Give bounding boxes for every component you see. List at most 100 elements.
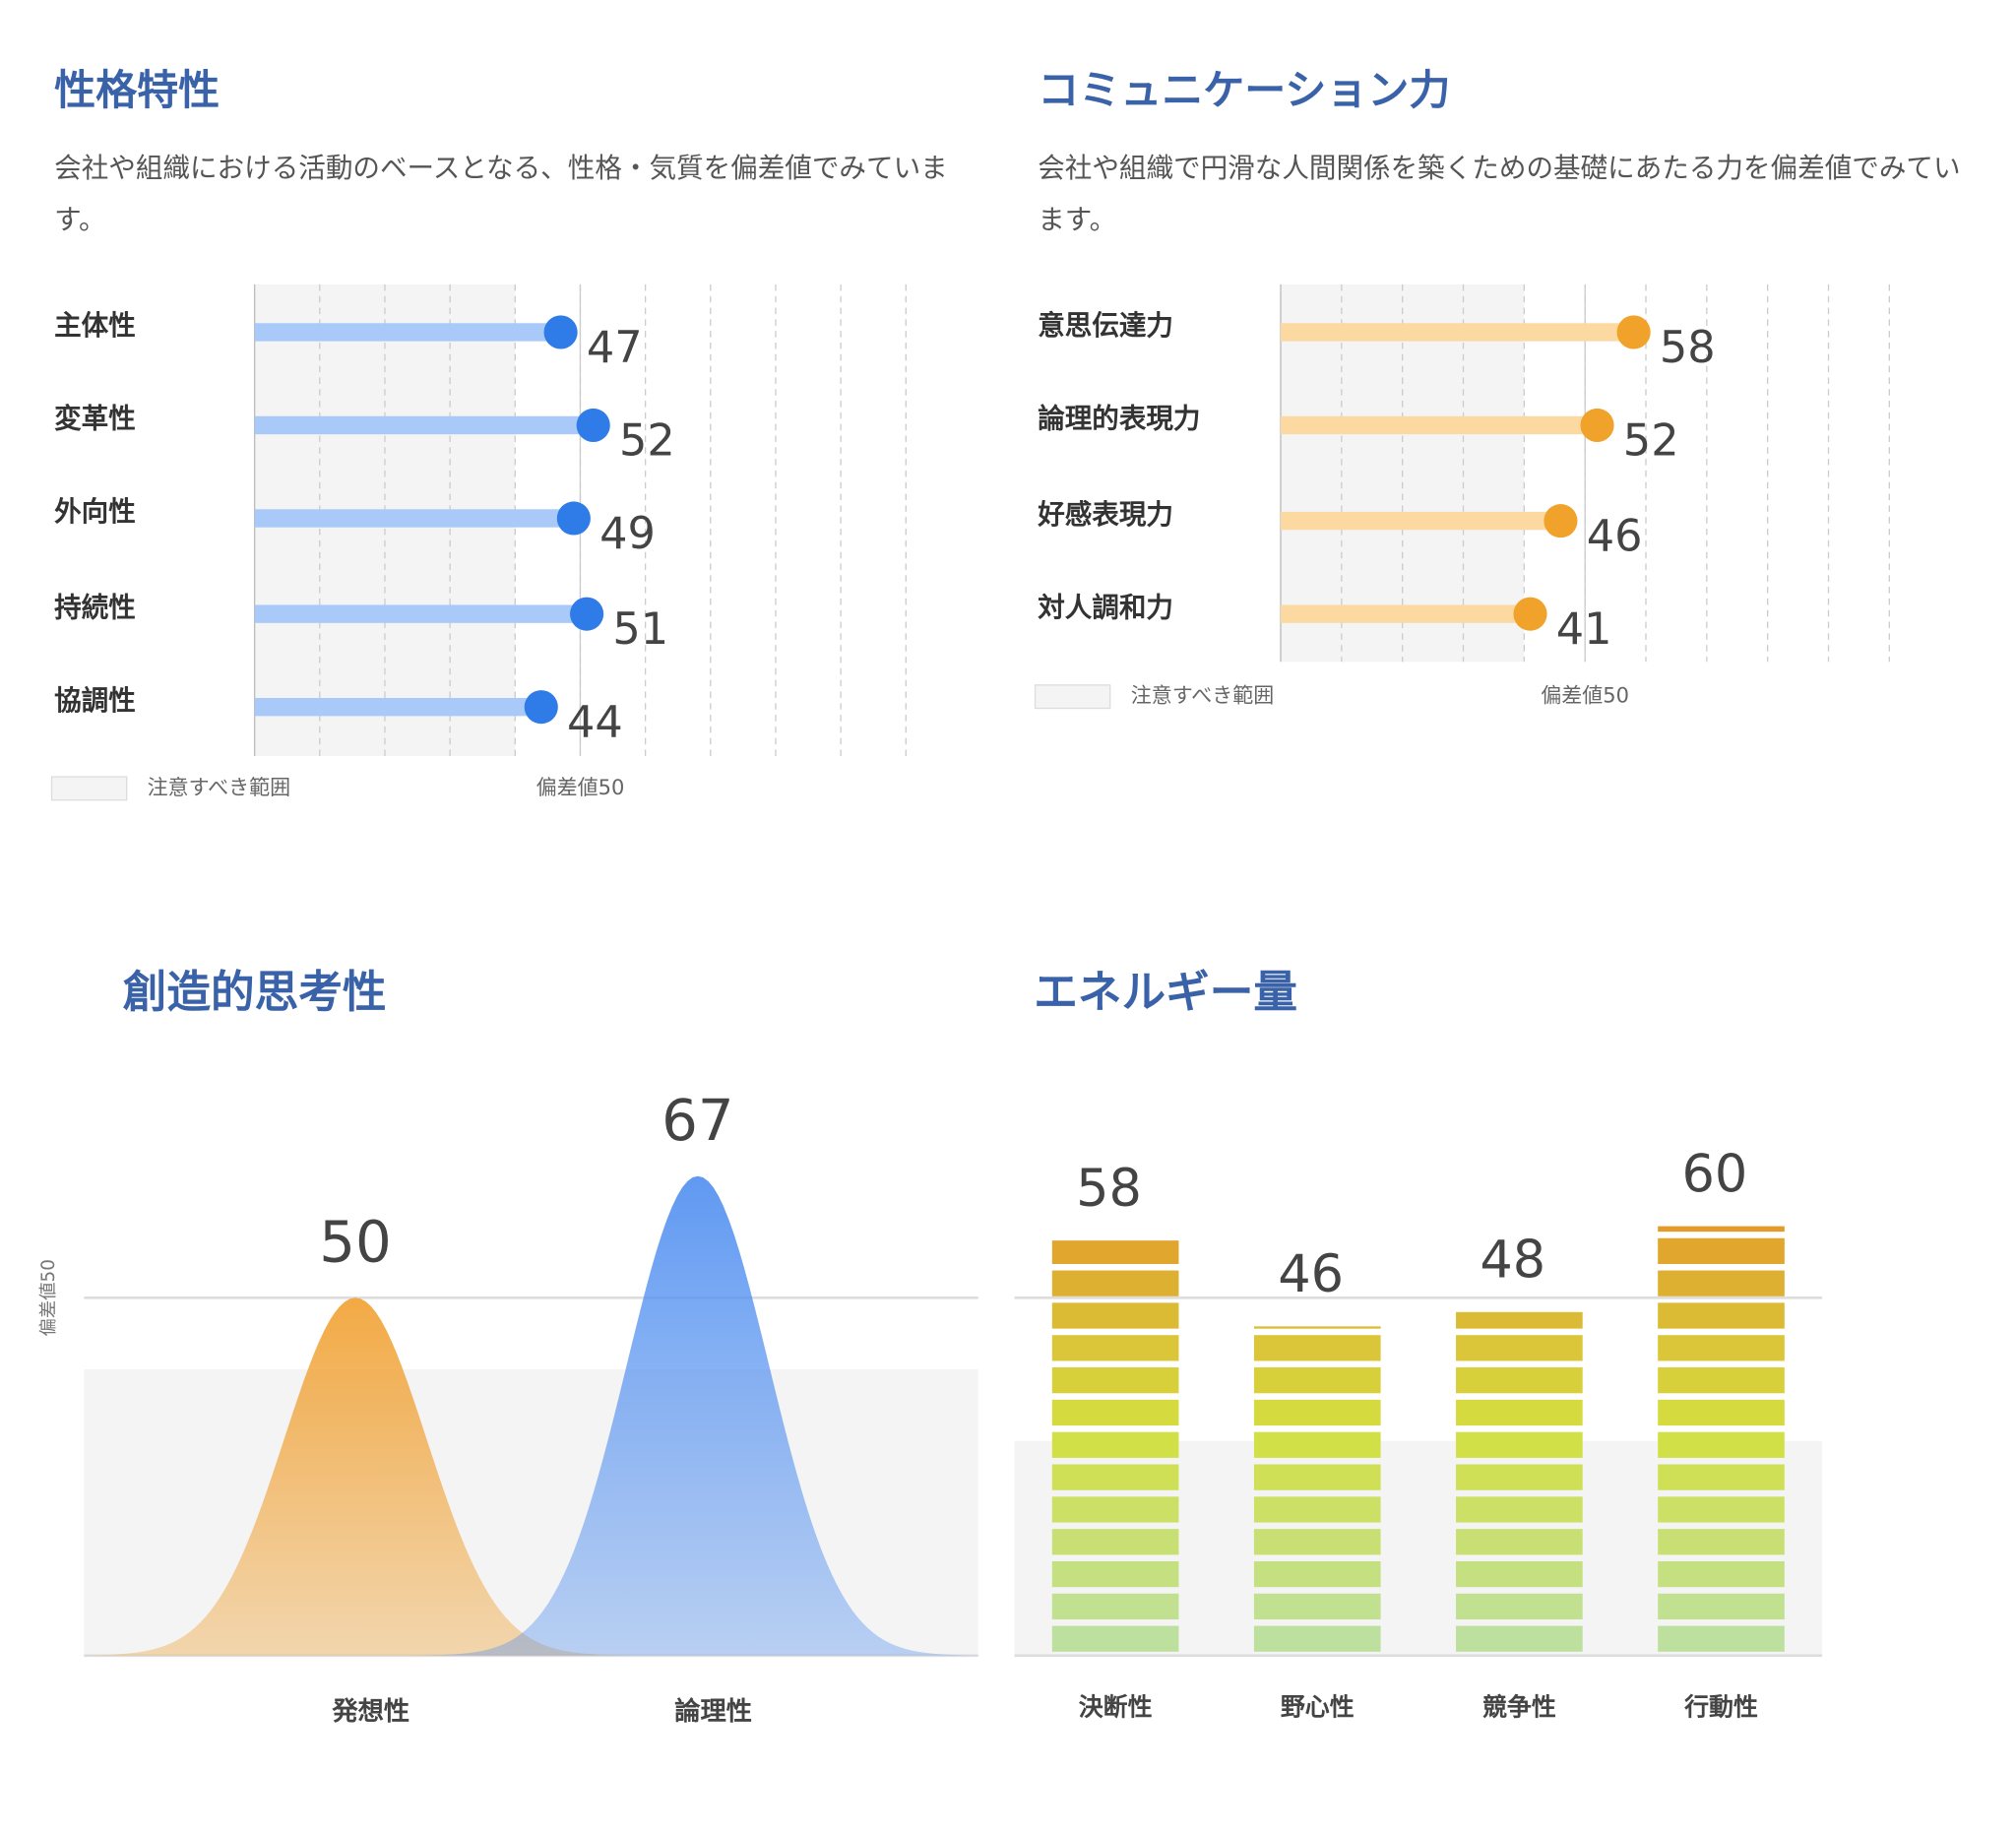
bar-segment bbox=[1658, 1270, 1785, 1296]
bar-segment bbox=[1051, 1560, 1179, 1588]
value-label: 58 bbox=[1076, 1159, 1142, 1219]
bar-segment bbox=[1658, 1593, 1785, 1620]
bar-segment bbox=[1051, 1302, 1179, 1329]
chart-title: コミュニケーション力 bbox=[1038, 66, 1450, 114]
dot bbox=[1513, 597, 1547, 631]
bar-segment bbox=[1051, 1335, 1179, 1361]
bar-segment bbox=[1051, 1431, 1179, 1458]
dot bbox=[524, 690, 558, 725]
value-label: 49 bbox=[599, 508, 656, 559]
value-label: 52 bbox=[619, 414, 675, 466]
bar-segment bbox=[1456, 1529, 1583, 1555]
bar-segment bbox=[1456, 1625, 1583, 1652]
bar-segment bbox=[1658, 1496, 1785, 1523]
dot bbox=[543, 315, 578, 349]
value-label: 47 bbox=[587, 322, 643, 373]
category-label: 競争性 bbox=[1482, 1693, 1556, 1722]
bar-segment bbox=[1051, 1367, 1179, 1394]
description-box: 会社や組織で円滑な人間関係を築くための基礎にあたる力を偏差値でみています。 bbox=[1038, 152, 1961, 235]
category-label: 主体性 bbox=[54, 310, 136, 342]
bar-segment bbox=[1456, 1399, 1583, 1426]
legend-label: 注意すべき範囲 bbox=[1131, 684, 1275, 708]
chart-title: エネルギー量 bbox=[1034, 967, 1297, 1018]
bar-segment bbox=[1253, 1625, 1381, 1652]
bar-segment bbox=[1456, 1464, 1583, 1490]
bar-segment bbox=[1253, 1593, 1381, 1620]
bar-segment bbox=[1658, 1431, 1785, 1458]
bar bbox=[1051, 1240, 1179, 1652]
bar-segment bbox=[1658, 1367, 1785, 1394]
bell bbox=[71, 1297, 640, 1656]
dot bbox=[570, 597, 604, 631]
bell bbox=[413, 1175, 982, 1656]
bar-segment bbox=[1253, 1367, 1381, 1394]
dot bbox=[576, 408, 610, 443]
bar-segment bbox=[1051, 1529, 1179, 1555]
bar-segment bbox=[1456, 1311, 1583, 1329]
legend-swatch bbox=[1034, 684, 1111, 710]
category-label: 行動性 bbox=[1683, 1693, 1758, 1722]
bar bbox=[254, 323, 561, 342]
category-label: 論理的表現力 bbox=[1038, 404, 1200, 435]
bar bbox=[1281, 604, 1531, 623]
bar-segment bbox=[1658, 1625, 1785, 1652]
reference-label: 偏差値50 bbox=[38, 1259, 59, 1336]
category-label: 変革性 bbox=[54, 404, 136, 435]
value-label: 48 bbox=[1480, 1231, 1545, 1291]
dot bbox=[1616, 315, 1651, 349]
bar-segment bbox=[1253, 1335, 1381, 1361]
category-label: 対人調和力 bbox=[1038, 592, 1173, 623]
value-label: 44 bbox=[567, 697, 623, 748]
value-label: 52 bbox=[1623, 414, 1679, 466]
value-label: 41 bbox=[1556, 603, 1612, 655]
bar bbox=[254, 604, 588, 623]
value-label: 67 bbox=[662, 1087, 734, 1154]
bar-segment bbox=[1051, 1593, 1179, 1620]
bar-segment bbox=[1051, 1464, 1179, 1490]
bar bbox=[1456, 1311, 1583, 1652]
bar-segment bbox=[1456, 1335, 1583, 1361]
value-label: 51 bbox=[612, 603, 668, 655]
legend-label: 偏差値50 bbox=[1541, 684, 1629, 708]
bar-segment bbox=[1051, 1399, 1179, 1426]
value-label: 50 bbox=[319, 1208, 391, 1275]
chart-title: 創造的思考性 bbox=[123, 967, 387, 1018]
category-label: 野心性 bbox=[1281, 1693, 1354, 1722]
bar-segment bbox=[1051, 1270, 1179, 1296]
bar-segment bbox=[1253, 1431, 1381, 1458]
bar-segment bbox=[1456, 1560, 1583, 1588]
bar-segment bbox=[1456, 1593, 1583, 1620]
bar bbox=[1281, 415, 1598, 435]
category-label: 外向性 bbox=[54, 496, 136, 528]
bar-segment bbox=[1253, 1326, 1381, 1329]
bar bbox=[254, 697, 541, 717]
bar bbox=[1658, 1226, 1785, 1652]
bar-segment bbox=[1658, 1335, 1785, 1361]
bar-segment bbox=[1456, 1496, 1583, 1523]
legend-swatch bbox=[50, 776, 128, 801]
bar-segment bbox=[1658, 1226, 1785, 1233]
bar-segment bbox=[1253, 1399, 1381, 1426]
description-box: 会社や組織における活動のベースとなる、性格・気質を偏差値でみています。 bbox=[54, 152, 948, 235]
bar bbox=[1281, 323, 1634, 342]
description: 会社や組織における活動のベースとなる、性格・気質を偏差値でみています。 bbox=[54, 152, 948, 235]
dot bbox=[1544, 504, 1578, 538]
bar bbox=[254, 509, 574, 528]
category-label: 協調性 bbox=[54, 685, 136, 717]
category-label: 好感表現力 bbox=[1037, 499, 1173, 531]
chart-title: 性格特性 bbox=[54, 66, 220, 114]
dot bbox=[556, 501, 591, 536]
bar-segment bbox=[1456, 1367, 1583, 1394]
value-label: 46 bbox=[1278, 1244, 1344, 1304]
legend-label: 注意すべき範囲 bbox=[148, 776, 291, 799]
bar-segment bbox=[1253, 1464, 1381, 1490]
bar bbox=[1281, 511, 1561, 531]
bar-segment bbox=[1051, 1625, 1179, 1652]
category-label: 論理性 bbox=[674, 1696, 752, 1727]
description: 会社や組織で円滑な人間関係を築くための基礎にあたる力を偏差値でみています。 bbox=[1038, 152, 1961, 235]
bar bbox=[254, 415, 594, 435]
value-label: 46 bbox=[1587, 511, 1643, 562]
bar-segment bbox=[1658, 1237, 1785, 1264]
bar-segment bbox=[1658, 1560, 1785, 1588]
bar-segment bbox=[1253, 1560, 1381, 1588]
